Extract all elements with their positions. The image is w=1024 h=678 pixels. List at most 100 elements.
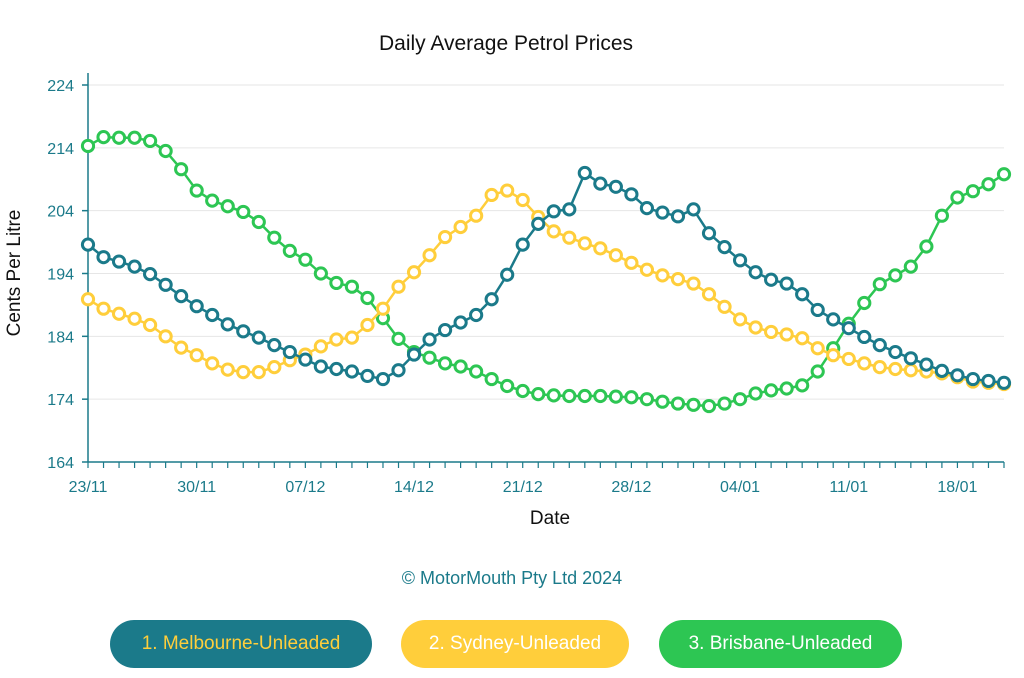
y-tick-label: 184 xyxy=(47,329,74,346)
data-point xyxy=(857,356,872,371)
data-point xyxy=(143,133,158,149)
data-point xyxy=(96,250,111,265)
data-point xyxy=(810,364,825,379)
data-point xyxy=(624,255,639,270)
data-point xyxy=(96,301,111,316)
data-point xyxy=(391,331,406,346)
x-tick-label: 30/11 xyxy=(177,479,216,496)
data-point xyxy=(360,368,375,384)
data-point xyxy=(469,307,484,323)
data-point xyxy=(267,360,282,375)
data-point xyxy=(624,390,639,405)
data-point xyxy=(205,356,220,371)
data-point xyxy=(298,252,313,267)
data-point xyxy=(732,253,748,268)
data-point xyxy=(717,240,732,255)
y-tick-label: 174 xyxy=(47,392,74,409)
data-point xyxy=(158,143,173,159)
data-point xyxy=(189,183,204,198)
data-point xyxy=(779,381,794,396)
grid xyxy=(88,84,1004,400)
data-point xyxy=(546,388,561,403)
data-point xyxy=(143,317,158,333)
data-point xyxy=(655,205,670,220)
data-point xyxy=(313,359,328,374)
data-point xyxy=(500,378,515,394)
chart: Daily Average Petrol Prices 164 174 184 194… xyxy=(4,32,1012,529)
data-point xyxy=(329,361,344,377)
data-point xyxy=(732,392,748,407)
data-point xyxy=(686,397,701,412)
data-point xyxy=(437,322,453,338)
legend-item-sydney[interactable]: 2. Sydney-Unleaded xyxy=(401,620,629,668)
data-point xyxy=(639,392,655,407)
data-point xyxy=(546,204,561,219)
legend-label: 2. Sydney-Unleaded xyxy=(428,633,602,654)
data-point xyxy=(422,332,437,347)
data-point xyxy=(903,363,918,378)
data-point xyxy=(531,387,546,402)
data-point xyxy=(670,396,686,411)
data-point xyxy=(406,347,422,362)
data-point xyxy=(174,289,189,304)
data-point xyxy=(189,299,204,314)
legend-item-brisbane[interactable]: 3. Brisbane-Unleaded xyxy=(659,620,902,668)
x-tick-label: 23/11 xyxy=(69,479,108,496)
y-tick-label: 204 xyxy=(47,204,74,221)
data-point xyxy=(779,327,794,342)
data-point xyxy=(857,329,872,345)
data-point xyxy=(872,360,887,375)
data-point xyxy=(205,307,220,323)
data-point xyxy=(220,362,235,377)
data-point xyxy=(934,208,949,223)
data-point xyxy=(437,229,453,245)
data-point xyxy=(344,330,360,345)
data-point xyxy=(872,338,887,353)
data-point xyxy=(903,351,918,366)
data-point xyxy=(531,216,546,231)
data-point xyxy=(515,237,530,252)
data-point xyxy=(515,383,530,399)
data-point xyxy=(670,209,686,224)
data-point xyxy=(981,177,996,192)
data-point xyxy=(795,287,810,302)
legend: 1. Melbourne-Unleaded 2. Sydney-Unleaded… xyxy=(0,620,1024,670)
data-point xyxy=(826,348,841,363)
data-point xyxy=(313,266,328,281)
y-tick-label: 194 xyxy=(47,267,74,284)
data-point xyxy=(282,243,297,258)
x-tick-label: 11/01 xyxy=(829,479,868,496)
data-point xyxy=(686,276,701,291)
data-point xyxy=(360,290,375,306)
data-point xyxy=(779,276,794,291)
data-point xyxy=(96,130,111,145)
data-point xyxy=(717,396,732,411)
data-point xyxy=(515,192,530,208)
data-point xyxy=(391,363,406,378)
data-point xyxy=(282,344,297,360)
data-point xyxy=(686,202,701,217)
x-tick-label: 18/01 xyxy=(937,479,977,496)
data-point xyxy=(267,230,282,245)
data-point xyxy=(298,352,313,367)
data-point xyxy=(236,204,251,220)
legend-item-melbourne[interactable]: 1. Melbourne-Unleaded xyxy=(110,620,372,668)
data-point xyxy=(406,265,422,280)
data-point xyxy=(437,356,453,371)
data-point xyxy=(80,292,96,307)
data-point xyxy=(375,301,391,316)
data-point xyxy=(469,364,484,379)
data-point xyxy=(593,176,608,191)
data-point xyxy=(608,248,623,263)
data-point xyxy=(732,312,748,327)
data-point xyxy=(748,320,763,335)
data-point xyxy=(453,219,468,235)
data-point xyxy=(857,295,872,311)
series xyxy=(80,130,1012,414)
data-point xyxy=(888,361,903,377)
data-point xyxy=(795,378,810,393)
data-point xyxy=(251,214,266,230)
data-point xyxy=(748,386,763,401)
data-point xyxy=(577,388,592,404)
y-tick-label: 224 xyxy=(47,78,74,95)
